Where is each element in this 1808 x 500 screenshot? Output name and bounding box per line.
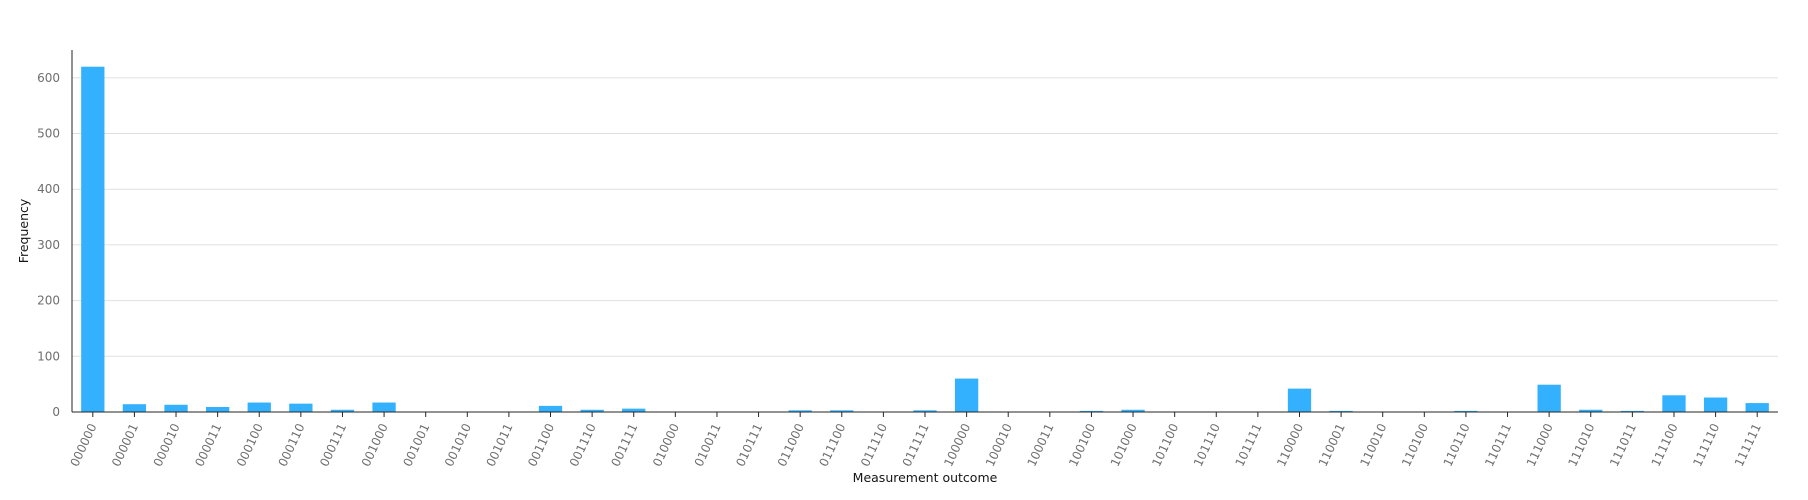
bar xyxy=(1662,395,1686,412)
x-tick-label: 111111 xyxy=(1732,421,1764,468)
x-tick-label: 000001 xyxy=(109,421,141,468)
bar xyxy=(1287,388,1312,412)
y-tick-label: 600 xyxy=(37,71,60,85)
x-tick-label: 110111 xyxy=(1482,421,1514,468)
x-tick-label: 101110 xyxy=(1191,421,1223,468)
bar xyxy=(205,406,230,412)
bar xyxy=(538,405,563,412)
x-tick-label: 001001 xyxy=(400,421,432,468)
x-tick-label: 111011 xyxy=(1607,421,1639,468)
bar xyxy=(830,410,854,412)
x-tick-label: 000110 xyxy=(276,421,308,468)
x-tick-label: 010011 xyxy=(692,421,724,468)
x-tick-label: 001110 xyxy=(567,421,599,468)
x-tick-label: 001111 xyxy=(608,421,640,468)
bar xyxy=(289,403,313,412)
bar xyxy=(122,404,147,412)
x-tick-label: 101000 xyxy=(1108,421,1140,468)
x-tick-label: 110010 xyxy=(1357,421,1389,468)
y-tick-label: 500 xyxy=(37,127,60,141)
x-tick-label: 001010 xyxy=(442,421,474,468)
x-tick-label: 011110 xyxy=(858,421,890,468)
bar xyxy=(1620,410,1645,412)
x-tick-label: 000010 xyxy=(151,421,183,468)
x-tick-label: 010000 xyxy=(650,421,682,468)
y-tick-label: 0 xyxy=(52,405,60,419)
y-tick-label: 100 xyxy=(37,349,60,363)
bar xyxy=(1454,410,1478,412)
x-tick-label: 000111 xyxy=(317,421,349,468)
x-tick-label: 110110 xyxy=(1441,421,1473,468)
x-tick-label: 100000 xyxy=(941,421,973,468)
x-axis-title: Measurement outcome xyxy=(853,470,998,485)
bar xyxy=(622,408,646,412)
x-tick-label: 011100 xyxy=(816,421,848,468)
x-tick-label: 111100 xyxy=(1649,421,1681,468)
bars-group xyxy=(81,66,1769,412)
y-tick-label: 400 xyxy=(37,182,60,196)
x-tick-label: 100011 xyxy=(1024,421,1056,468)
x-tick-label: 000100 xyxy=(234,421,266,468)
x-tick-label: 110001 xyxy=(1316,421,1348,468)
x-tick-label: 001011 xyxy=(484,421,516,468)
x-tick-label: 111010 xyxy=(1565,421,1597,468)
y-axis-title: Frequency xyxy=(16,198,31,263)
bar xyxy=(372,402,396,412)
bar xyxy=(580,409,604,412)
x-tick-label: 001100 xyxy=(525,421,557,468)
bar xyxy=(954,378,979,412)
bar xyxy=(1079,410,1104,412)
bar xyxy=(1579,409,1603,412)
bar xyxy=(164,404,188,412)
bar xyxy=(1537,384,1561,412)
bar xyxy=(81,66,105,412)
x-tick-label: 001000 xyxy=(359,421,391,468)
bar xyxy=(1329,410,1353,412)
x-tick-label: 000000 xyxy=(67,421,99,468)
x-tick-label: 011111 xyxy=(900,421,932,468)
y-tick-label: 300 xyxy=(37,238,60,252)
x-tick-labels: 000000 000001 000010 000011 000100 000110 0001… xyxy=(67,412,1764,469)
bar xyxy=(1121,409,1145,412)
bar xyxy=(247,402,271,412)
bar xyxy=(330,409,355,412)
gridlines xyxy=(72,77,1778,357)
x-tick-label: 011000 xyxy=(775,421,807,468)
y-tick-labels: 0 100 200 300 400 500 600 xyxy=(37,71,60,419)
bar xyxy=(1703,397,1728,412)
x-tick-label: 111000 xyxy=(1524,421,1556,468)
x-tick-label: 101111 xyxy=(1233,421,1265,468)
x-tick-label: 100010 xyxy=(983,421,1015,468)
x-tick-label: 110100 xyxy=(1399,421,1431,468)
x-tick-label: 111110 xyxy=(1690,421,1722,468)
y-tick-label: 200 xyxy=(37,294,60,308)
bar xyxy=(913,410,937,412)
x-tick-label: 100100 xyxy=(1066,421,1098,468)
x-tick-label: 110000 xyxy=(1274,421,1306,468)
x-tick-label: 010111 xyxy=(733,421,765,468)
x-tick-label: 101100 xyxy=(1149,421,1181,468)
bar xyxy=(1745,403,1769,412)
bar xyxy=(788,410,812,412)
x-tick-label: 000011 xyxy=(192,421,224,468)
